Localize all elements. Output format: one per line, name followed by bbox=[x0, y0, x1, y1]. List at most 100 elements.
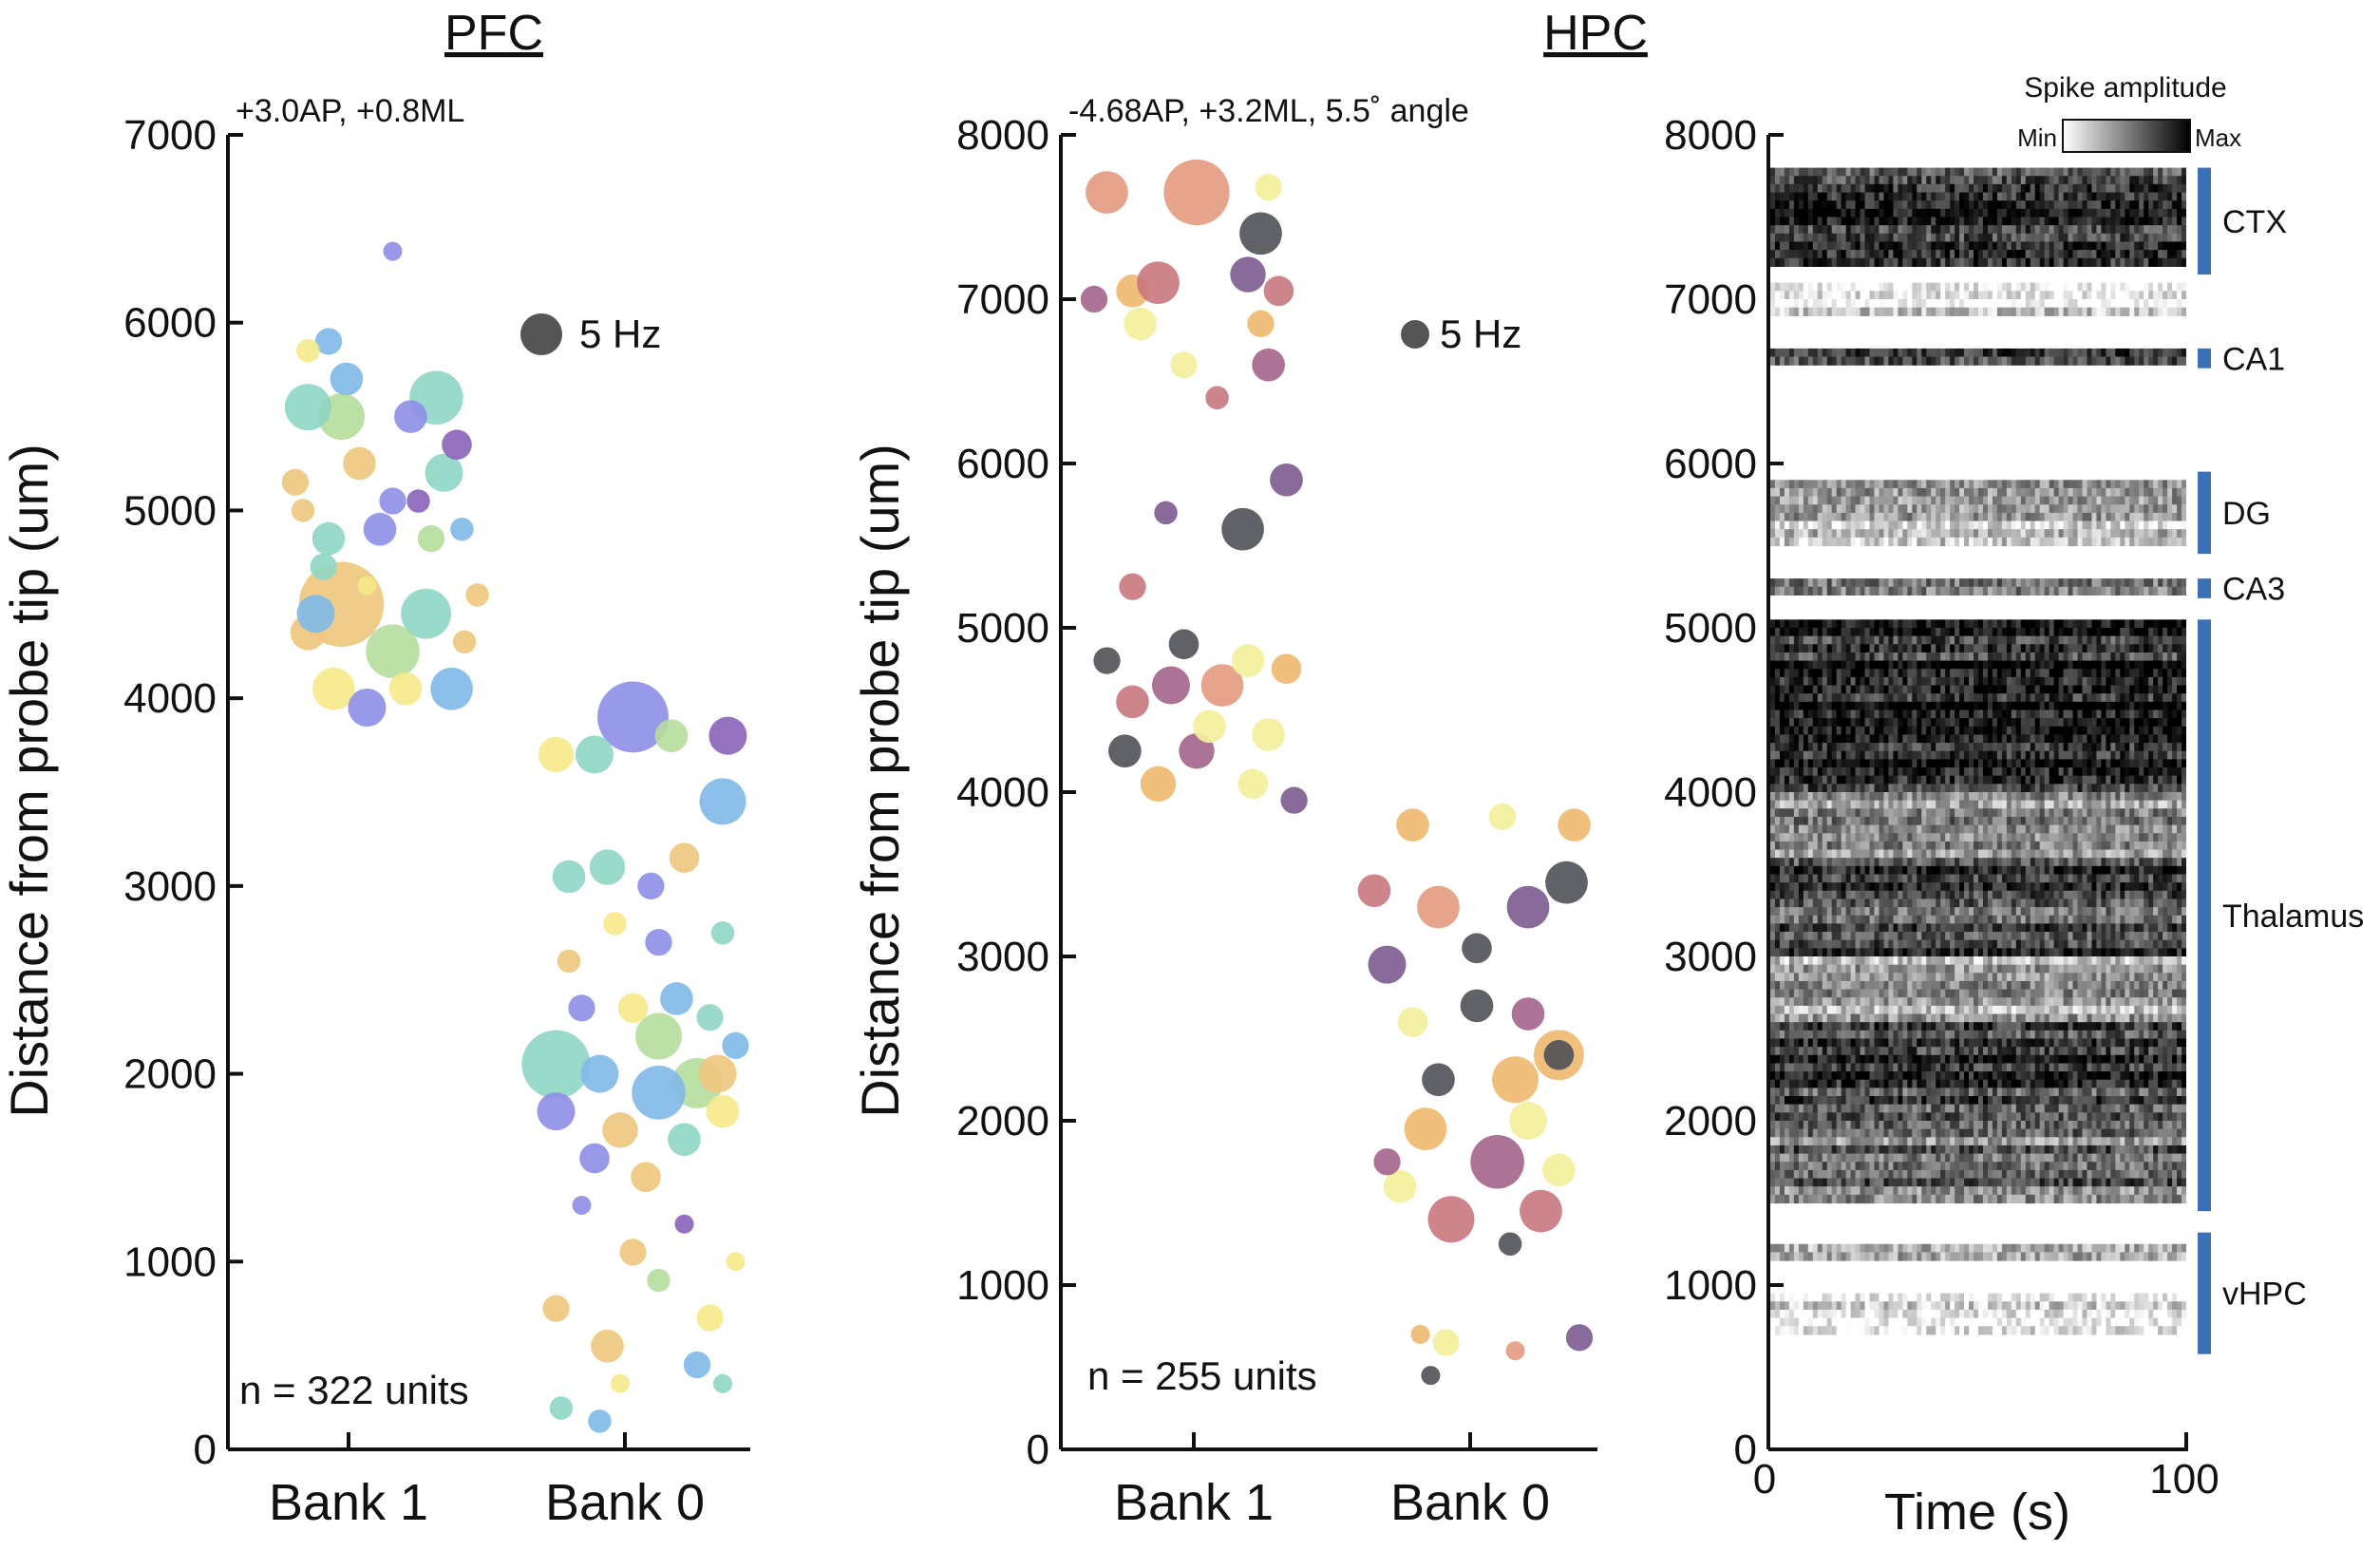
heatmap-cell bbox=[2125, 693, 2130, 702]
heatmap-cell bbox=[2172, 686, 2178, 694]
heatmap-cell bbox=[2177, 258, 2182, 267]
heatmap-cell bbox=[1912, 184, 1917, 193]
heatmap-cell bbox=[1813, 702, 1819, 710]
heatmap-cell bbox=[1978, 225, 1984, 234]
hpc-unit-point bbox=[1086, 171, 1128, 214]
heatmap-cell bbox=[1832, 686, 1838, 694]
heatmap-cell bbox=[1988, 283, 1993, 292]
heatmap-cell bbox=[1808, 686, 1814, 694]
heatmap-cell bbox=[2091, 193, 2097, 201]
heatmap-cell bbox=[1907, 718, 1913, 727]
heatmap-cell bbox=[2087, 538, 2092, 546]
heatmap-cell bbox=[2125, 587, 2130, 596]
heatmap-cell bbox=[1785, 308, 1790, 316]
heatmap-cell bbox=[1912, 677, 1917, 686]
heatmap-cell bbox=[2153, 283, 2159, 292]
heatmap-cell bbox=[2091, 241, 2097, 250]
heatmap-cell bbox=[1926, 209, 1932, 218]
heatmap-cell bbox=[2172, 497, 2178, 505]
heatmap-cell bbox=[2040, 792, 2046, 801]
heatmap-cell bbox=[1945, 619, 1951, 628]
heatmap-cell bbox=[1921, 513, 1927, 521]
heatmap-cell bbox=[1785, 184, 1790, 193]
heatmap-cell bbox=[2167, 644, 2173, 653]
heatmap-cell bbox=[1780, 776, 1785, 785]
heatmap-cell bbox=[1893, 168, 1898, 177]
heatmap-cell bbox=[2007, 636, 2012, 645]
heatmap-cell bbox=[1997, 817, 2003, 825]
heatmap-cell bbox=[1888, 792, 1894, 801]
heatmap-cell bbox=[2040, 283, 2046, 292]
heatmap-cell bbox=[1955, 504, 1960, 513]
heatmap-cell bbox=[1832, 480, 1838, 488]
heatmap-cell bbox=[1770, 587, 1776, 596]
pfc-unit-point bbox=[573, 1196, 592, 1215]
heatmap-cell bbox=[2064, 677, 2069, 686]
heatmap-cell bbox=[2087, 619, 2092, 628]
heatmap-cell bbox=[2026, 480, 2031, 488]
heatmap-cell bbox=[2158, 200, 2163, 209]
heatmap-cell bbox=[1945, 258, 1951, 267]
heatmap-cell bbox=[2035, 808, 2041, 817]
heatmap-cell bbox=[1997, 176, 2003, 184]
heatmap-cell bbox=[1875, 759, 1880, 767]
heatmap-cell bbox=[2007, 209, 2012, 218]
heatmap-cell bbox=[1780, 784, 1785, 792]
heatmap-cell bbox=[1808, 504, 1814, 513]
heatmap-cell bbox=[2139, 677, 2144, 686]
heatmap-cell bbox=[1780, 308, 1785, 316]
heatmap-cell bbox=[1780, 209, 1785, 218]
heatmap-cell bbox=[1865, 727, 1871, 735]
heatmap-cell bbox=[1846, 225, 1852, 234]
heatmap-cell bbox=[1926, 218, 1932, 226]
hpc-unit-point bbox=[1093, 647, 1120, 673]
heatmap-cell bbox=[2153, 808, 2159, 817]
heatmap-cell bbox=[1837, 168, 1842, 177]
heatmap-cell bbox=[2002, 168, 2008, 177]
heatmap-cell bbox=[1945, 808, 1951, 817]
heatmap-cell bbox=[2163, 718, 2168, 727]
hpc-y-tick-label: 5000 bbox=[956, 605, 1049, 652]
heatmap-cell bbox=[1827, 513, 1833, 521]
heatmap-cell bbox=[2172, 513, 2178, 521]
heatmap-cell bbox=[2091, 291, 2097, 299]
heatmap-cell bbox=[2012, 357, 2017, 366]
heatmap-cell bbox=[1856, 291, 1861, 299]
heatmap-cell bbox=[2182, 299, 2187, 308]
heatmap-cell bbox=[1770, 743, 1776, 751]
heatmap-cell bbox=[1883, 677, 1889, 686]
heatmap-cell bbox=[1898, 808, 1903, 817]
heatmap-cell bbox=[2073, 734, 2079, 743]
heatmap-cell bbox=[1983, 497, 1989, 505]
heatmap-cell bbox=[2172, 776, 2178, 785]
heatmap-cell bbox=[1808, 669, 1814, 677]
heatmap-cell bbox=[1888, 497, 1894, 505]
heatmap-cell bbox=[2167, 628, 2173, 636]
heatmap-cell bbox=[1969, 480, 1974, 488]
heatmap-cell bbox=[1865, 686, 1871, 694]
heatmap-cell bbox=[2026, 727, 2031, 735]
heatmap-cell bbox=[2059, 710, 2065, 719]
heatmap-cell bbox=[2182, 751, 2187, 760]
heatmap-cell bbox=[2068, 792, 2074, 801]
heatmap-cell bbox=[1888, 743, 1894, 751]
heatmap-cell bbox=[2153, 193, 2159, 201]
heatmap-cell bbox=[2115, 241, 2121, 250]
heatmap-cell bbox=[2091, 718, 2097, 727]
heatmap-cell bbox=[2064, 357, 2069, 366]
heatmap-cell bbox=[2096, 480, 2102, 488]
heatmap-cell bbox=[1808, 176, 1814, 184]
heatmap-cell bbox=[2139, 759, 2144, 767]
heatmap-cell bbox=[2101, 743, 2106, 751]
heatmap-cell bbox=[2054, 628, 2060, 636]
pfc-size-legend-marker bbox=[520, 313, 562, 355]
heatmap-cell bbox=[1964, 308, 1970, 316]
heatmap-cell bbox=[1883, 661, 1889, 670]
heatmap-cell bbox=[1988, 628, 1993, 636]
heatmap-cell bbox=[2021, 767, 2027, 776]
heatmap-cell bbox=[2115, 250, 2121, 258]
heatmap-cell bbox=[1832, 792, 1838, 801]
heatmap-cell bbox=[1926, 710, 1932, 719]
heatmap-cell bbox=[1789, 176, 1795, 184]
heatmap-cell bbox=[2087, 176, 2092, 184]
